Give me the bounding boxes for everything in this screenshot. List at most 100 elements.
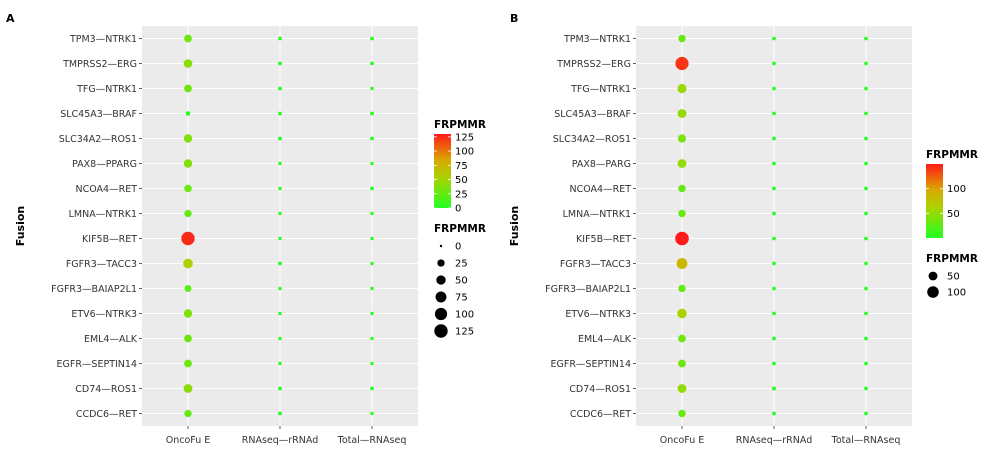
- y-tick-label: ETV6—NTRK3: [71, 309, 137, 320]
- y-tick-label: TMPRSS2—ERG: [556, 59, 631, 70]
- size-legend-dot: [927, 286, 939, 298]
- y-tick-label: TMPRSS2—ERG: [62, 59, 137, 70]
- size-legend-dot: [436, 275, 446, 285]
- y-tick-label: TPM3—NTRK1: [69, 34, 137, 45]
- color-legend-label: 50: [947, 209, 960, 220]
- data-point: [370, 236, 374, 241]
- x-tick-label: RNAseq—rRNAd: [736, 435, 813, 446]
- size-legend-label: 0: [455, 242, 461, 253]
- data-point: [678, 184, 686, 193]
- data-point: [184, 34, 192, 43]
- x-tick-label: Total—RNAseq: [831, 435, 901, 446]
- data-point: [370, 386, 374, 391]
- y-tick-label: ETV6—NTRK3: [565, 309, 631, 320]
- size-legend-label: 25: [455, 259, 468, 270]
- data-point: [677, 159, 687, 168]
- data-point: [677, 308, 687, 319]
- data-point: [772, 411, 776, 416]
- color-legend-label: 125: [455, 132, 474, 143]
- data-point: [278, 136, 282, 141]
- data-point: [183, 159, 193, 168]
- data-point: [772, 236, 776, 241]
- data-point: [370, 361, 374, 366]
- data-point: [675, 231, 689, 246]
- x-tick-label: OncoFu E: [166, 435, 211, 446]
- data-point: [184, 209, 192, 218]
- data-point: [184, 84, 192, 93]
- data-point: [864, 211, 868, 216]
- data-point: [864, 236, 868, 241]
- data-point: [370, 411, 374, 416]
- data-point: [772, 111, 776, 116]
- data-point: [678, 209, 686, 218]
- data-point: [677, 134, 687, 143]
- color-legend-bar: [434, 134, 451, 208]
- data-point: [772, 286, 776, 291]
- data-point: [864, 111, 868, 116]
- data-point: [181, 231, 195, 246]
- data-point: [675, 56, 689, 71]
- size-legend-label: 100: [455, 310, 474, 321]
- size-legend-label: 75: [455, 293, 468, 304]
- data-point: [677, 109, 687, 118]
- color-legend-bar: [926, 164, 943, 238]
- data-point: [370, 211, 374, 216]
- color-legend-label: 25: [455, 189, 468, 200]
- data-point: [678, 359, 686, 368]
- y-tick-label: SLC34A2—ROS1: [59, 134, 137, 145]
- size-legend-title: FRPMMR: [434, 223, 486, 235]
- data-point: [370, 136, 374, 141]
- y-tick-label: FGFR3—BAIAP2L1: [545, 284, 631, 295]
- data-point: [278, 61, 282, 66]
- y-tick-label: SLC45A3—BRAF: [60, 109, 137, 120]
- y-tick-label: NCOA4—RET: [570, 184, 632, 195]
- color-legend-label: 75: [455, 161, 468, 172]
- data-point: [772, 211, 776, 216]
- data-point: [772, 336, 776, 341]
- data-point: [183, 258, 193, 269]
- data-point: [864, 186, 868, 191]
- data-point: [772, 361, 776, 366]
- data-point: [370, 61, 374, 66]
- y-tick-label: SLC34A2—ROS1: [553, 134, 631, 145]
- data-point: [370, 186, 374, 191]
- data-point: [678, 284, 686, 293]
- data-point: [278, 336, 282, 341]
- data-point: [678, 334, 686, 343]
- data-point: [278, 361, 282, 366]
- data-point: [278, 236, 282, 241]
- size-legend-dot: [435, 291, 447, 303]
- y-tick-label: CD74—ROS1: [75, 384, 137, 395]
- data-point: [864, 261, 868, 266]
- y-tick-label: FGFR3—TACC3: [560, 259, 631, 270]
- data-point: [370, 161, 374, 166]
- data-point: [772, 36, 776, 41]
- data-point: [184, 359, 192, 368]
- size-legend-dot: [437, 259, 445, 267]
- data-point: [184, 334, 192, 343]
- data-point: [772, 161, 776, 166]
- color-legend-label: 0: [455, 204, 461, 215]
- y-tick-label: CCDC6—RET: [76, 409, 137, 420]
- y-tick-label: LMNA—NTRK1: [69, 209, 137, 220]
- data-point: [278, 411, 282, 416]
- data-point: [864, 136, 868, 141]
- data-point: [772, 311, 776, 316]
- data-point: [772, 261, 776, 266]
- data-point: [278, 286, 282, 291]
- data-point: [678, 34, 686, 43]
- y-tick-label: PAX8—PARG: [572, 159, 631, 170]
- color-legend-label: 100: [947, 184, 966, 195]
- data-point: [864, 411, 868, 416]
- data-point: [278, 261, 282, 266]
- y-tick-label: EML4—ALK: [84, 334, 138, 345]
- data-point: [864, 386, 868, 391]
- y-axis-title: Fusion: [508, 206, 521, 247]
- panel-a: TPM3—NTRK1 TMPRSS2—ERG TFG—NTRK1 SLC45A3—BR…: [6, 12, 486, 446]
- data-point: [864, 36, 868, 41]
- y-tick-label: TPM3—NTRK1: [563, 34, 631, 45]
- data-point: [183, 134, 193, 143]
- data-point: [370, 111, 374, 116]
- data-point: [864, 161, 868, 166]
- data-point: [183, 384, 193, 393]
